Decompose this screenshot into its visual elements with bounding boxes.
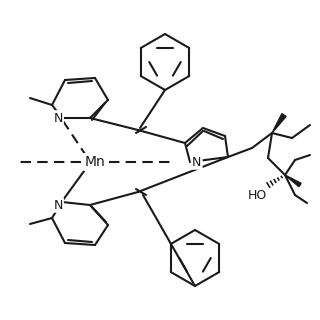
- Polygon shape: [272, 114, 286, 133]
- Text: N: N: [53, 111, 63, 124]
- Text: N: N: [53, 198, 63, 212]
- Text: Mn: Mn: [84, 155, 105, 169]
- Polygon shape: [285, 175, 301, 187]
- Text: HO: HO: [247, 188, 267, 202]
- Text: N: N: [192, 156, 201, 169]
